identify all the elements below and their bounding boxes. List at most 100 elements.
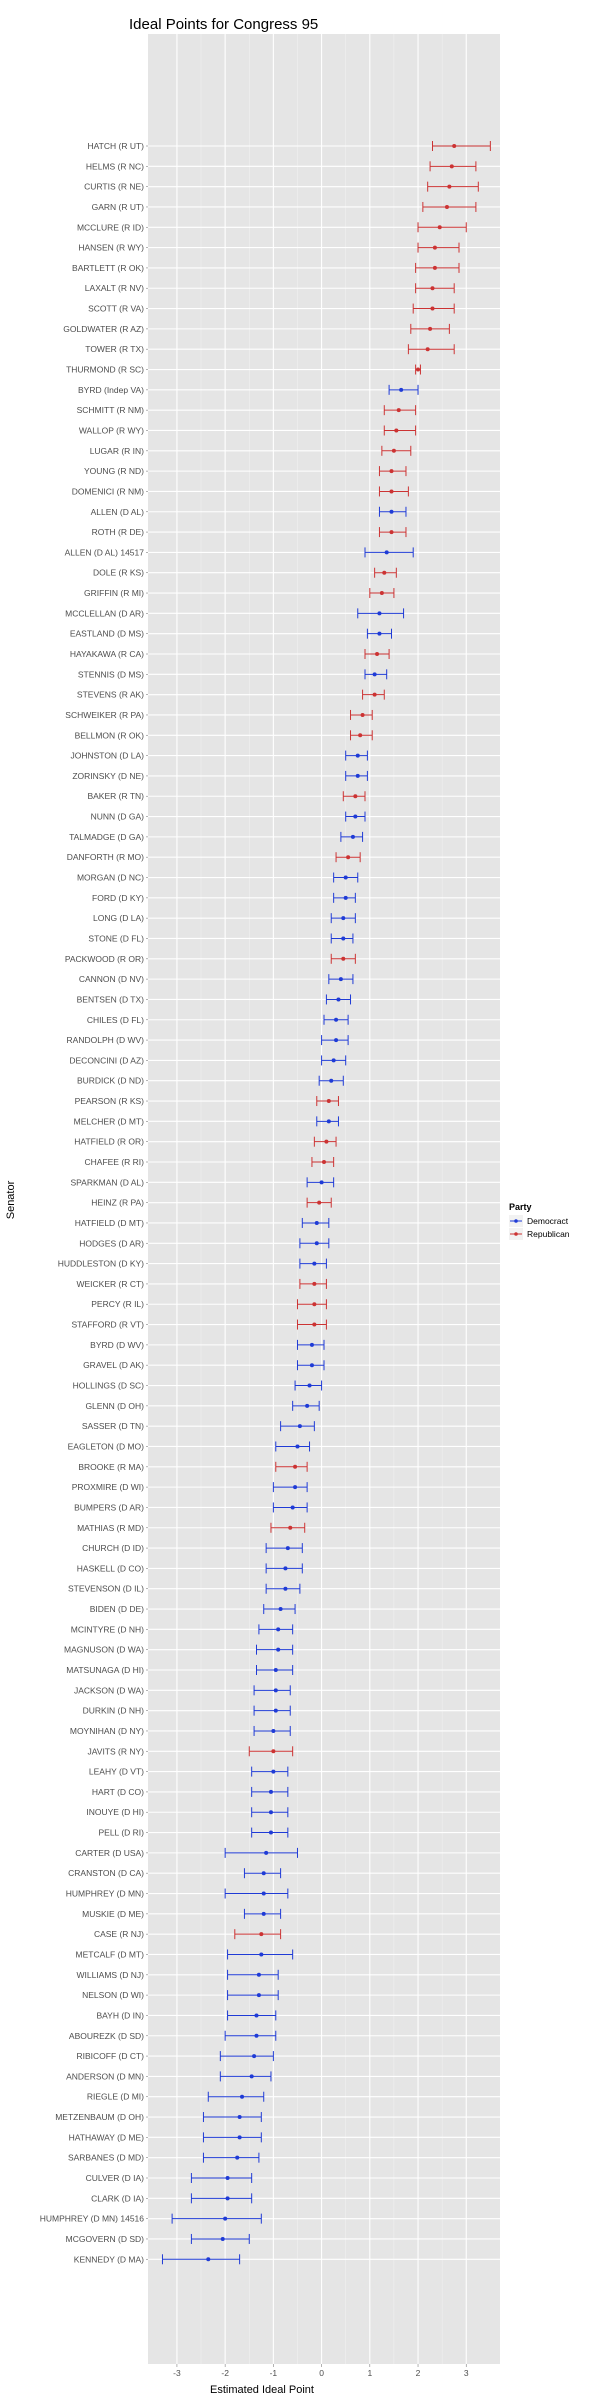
point — [389, 530, 394, 535]
point — [273, 1688, 278, 1693]
senator-mark — [263, 1604, 296, 1615]
senator-mark — [299, 1278, 327, 1289]
senator-mark — [243, 1868, 282, 1879]
y-tick-label: METCALF (D MT) — [76, 1949, 145, 1959]
point — [430, 306, 435, 311]
y-tick-label: LAXALT (R NV) — [85, 283, 144, 293]
y-axis-label: Senator — [5, 1180, 17, 1219]
point — [271, 1769, 276, 1774]
x-tick-label: -3 — [173, 2368, 181, 2378]
legend-label: Democract — [527, 1216, 569, 1226]
point — [283, 1586, 288, 1591]
senator-mark — [299, 1238, 330, 1249]
point — [341, 916, 346, 921]
point — [278, 1607, 283, 1612]
point — [312, 1302, 317, 1307]
y-tick-label: MUSKIE (D ME) — [82, 1909, 144, 1919]
senator-mark — [378, 506, 407, 517]
senator-mark — [388, 384, 419, 395]
y-tick-label: BARTLETT (R OK) — [72, 263, 144, 273]
senator-mark — [294, 1380, 323, 1391]
point — [384, 550, 389, 555]
senator-mark — [255, 1644, 294, 1655]
y-tick-label: BYRD (D WV) — [90, 1340, 144, 1350]
senator-mark — [292, 1400, 320, 1411]
y-tick-label: SASSER (D TN) — [82, 1421, 144, 1431]
senator-mark — [272, 1482, 308, 1493]
point — [353, 794, 358, 799]
y-tick-label: SCHWEIKER (R PA) — [65, 710, 144, 720]
point — [297, 1424, 302, 1429]
senator-mark — [333, 872, 359, 883]
senator-mark — [255, 1665, 294, 1675]
senator-mark — [296, 1339, 325, 1350]
y-tick-label: WALLOP (R WY) — [79, 425, 144, 435]
y-tick-label: MAGNUSON (D WA) — [64, 1645, 144, 1655]
y-tick-label: GRIFFIN (R MI) — [84, 588, 144, 598]
point — [225, 2176, 230, 2180]
y-tick-label: HATHAWAY (D ME) — [69, 2132, 145, 2142]
y-tick-label: BELLMON (R OK) — [75, 730, 145, 740]
point — [235, 2155, 240, 2160]
senator-mark — [357, 608, 405, 619]
point — [432, 265, 437, 270]
y-tick-label: MATHIAS (R MD) — [77, 1523, 144, 1533]
y-tick-label: SPARKMAN (D AL) — [70, 1177, 144, 1187]
point — [372, 672, 377, 677]
senator-mark — [224, 2030, 277, 2041]
point — [261, 1911, 266, 1916]
senator-mark — [248, 1746, 294, 1757]
point — [428, 326, 433, 331]
point — [312, 1322, 317, 1327]
point — [399, 387, 404, 392]
senator-mark — [265, 1583, 301, 1594]
y-tick-label: PROXMIRE (D WI) — [72, 1482, 144, 1492]
y-tick-label: EAGLETON (D MO) — [68, 1441, 145, 1451]
senator-mark — [381, 445, 412, 456]
y-tick-label: PERCY (R IL) — [91, 1299, 144, 1309]
point — [312, 1281, 317, 1286]
senator-mark — [431, 141, 491, 151]
point — [331, 1058, 336, 1063]
senator-mark — [333, 892, 356, 903]
point — [382, 570, 387, 575]
point — [309, 1363, 314, 1368]
senator-mark — [410, 323, 450, 334]
y-tick-label: ALLEN (D AL) 14517 — [65, 547, 145, 557]
y-tick-label: BUMPERS (D AR) — [74, 1502, 144, 1512]
senator-mark — [345, 811, 366, 822]
point — [430, 286, 435, 291]
point — [341, 936, 346, 941]
y-tick-label: HATFIELD (R OR) — [74, 1137, 144, 1147]
senator-mark — [318, 1075, 344, 1086]
point — [271, 1749, 276, 1754]
chart-title: Ideal Points for Congress 95 — [129, 16, 318, 33]
senator-mark — [330, 913, 356, 924]
y-tick-label: ZORINSKY (D NE) — [72, 771, 144, 781]
senator-mark — [330, 933, 354, 944]
point — [264, 1850, 269, 1855]
point — [452, 144, 457, 148]
y-tick-label: HATFIELD (D MT) — [75, 1218, 144, 1228]
senator-mark — [325, 994, 352, 1005]
point — [237, 2115, 242, 2120]
y-tick-label: CHILES (D FL) — [87, 1015, 144, 1025]
point — [437, 225, 442, 230]
point — [220, 2236, 225, 2241]
point — [326, 1119, 331, 1124]
y-tick-label: HODGES (D AR) — [79, 1238, 144, 1248]
point — [396, 408, 401, 413]
point — [391, 448, 396, 453]
y-tick-label: NELSON (D WI) — [82, 1990, 144, 2000]
y-tick-label: BYRD (Indep VA) — [78, 385, 144, 395]
y-tick-label: HUDDLESTON (D KY) — [58, 1259, 144, 1269]
senator-mark — [313, 1136, 337, 1147]
senator-mark — [227, 2010, 277, 2021]
y-tick-label: METZENBAUM (D OH) — [55, 2112, 144, 2122]
senator-mark — [190, 2233, 250, 2244]
point — [254, 2013, 259, 2018]
y-tick-label: LUGAR (R IN) — [90, 446, 144, 456]
y-tick-label: JACKSON (D WA) — [74, 1685, 144, 1695]
x-tick-label: 1 — [367, 2368, 372, 2378]
senator-mark — [258, 1624, 294, 1635]
